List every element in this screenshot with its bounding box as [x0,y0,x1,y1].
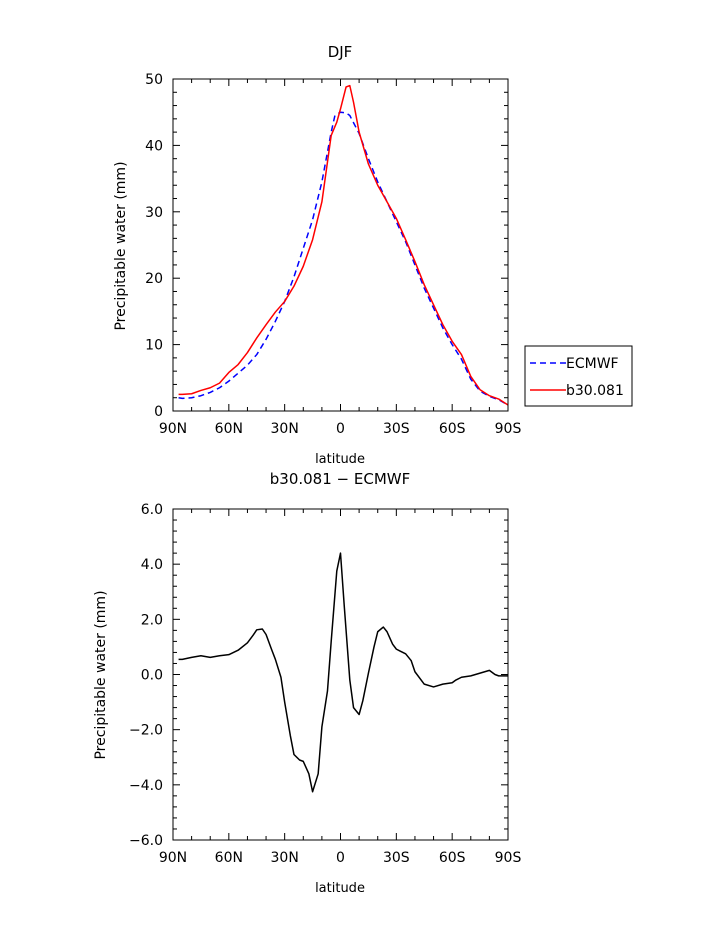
plot-area [178,84,509,406]
y-tick-label: 40 [145,138,163,154]
y-tick-label: 0.0 [141,668,163,684]
x-tick-label: 60N [215,421,243,437]
y-tick-label: 10 [145,338,163,354]
x-tick-label: 30N [271,421,299,437]
series-line-difference [178,552,508,793]
y-tick-label: −6.0 [129,833,163,849]
x-axis-label: latitude [315,881,365,896]
ticks [172,508,509,841]
legend-item-ecmwf: ECMWF [530,356,619,372]
y-axis-label: Precipitable water (mm) [113,161,129,330]
chart-title: DJF [328,43,353,61]
plot-frame [172,78,509,412]
series-line-ecmwf [178,111,509,406]
y-axis-label: Precipitable water (mm) [93,590,109,759]
y-axis-label-text: Precipitable water (mm) [93,590,109,759]
x-tick-label: 90N [159,850,187,866]
x-tick-label: 30S [383,421,410,437]
legend-item-b30-081: b30.081 [530,383,624,399]
y-tick-label: 0 [154,404,163,420]
djf-chart: DJF Precipitable water (mm) latitude 90N… [113,43,633,467]
x-tick-label: 60S [439,850,466,866]
legend-label-ecmwf: ECMWF [566,356,619,372]
y-tick-label: 6.0 [141,502,163,518]
chart-title: b30.081 − ECMWF [270,470,410,488]
difference-chart: b30.081 − ECMWF Precipitable water (mm) … [93,470,521,896]
y-tick-label: 2.0 [141,612,163,628]
y-tick-label: 50 [145,72,163,88]
y-tick-label: 30 [145,205,163,221]
x-tick-label: 60S [439,421,466,437]
y-axis-label-text: Precipitable water (mm) [113,161,129,330]
x-tick-label: 30N [271,850,299,866]
y-tick-label: 4.0 [141,557,163,573]
y-tick-label: −2.0 [129,723,163,739]
x-tick-label: 90S [495,850,522,866]
x-tick-label: 60N [215,850,243,866]
series-line-b30-081 [178,84,509,406]
legend-box [524,345,633,407]
x-tick-label: 0 [336,421,345,437]
tick-labels: 90N 60N 30N 0 30S 60S 90S −6.0 −4.0 −2.0 0.0 2.0 4.0… [129,502,521,866]
x-tick-label: 30S [383,850,410,866]
x-tick-label: 0 [336,850,345,866]
plot-frame [172,508,509,841]
legend-label-b30-081: b30.081 [566,383,624,399]
legend: ECMWF b30.081 [524,345,633,407]
x-tick-label: 90S [495,421,522,437]
y-tick-label: 20 [145,271,163,287]
x-axis-label: latitude [315,452,365,467]
ticks [172,78,509,412]
plot-area [178,552,508,793]
y-tick-label: −4.0 [129,778,163,794]
x-tick-label: 90N [159,421,187,437]
tick-labels: 90N 60N 30N 0 30S 60S 90S 0 10 20 30 40 50 [145,72,521,437]
